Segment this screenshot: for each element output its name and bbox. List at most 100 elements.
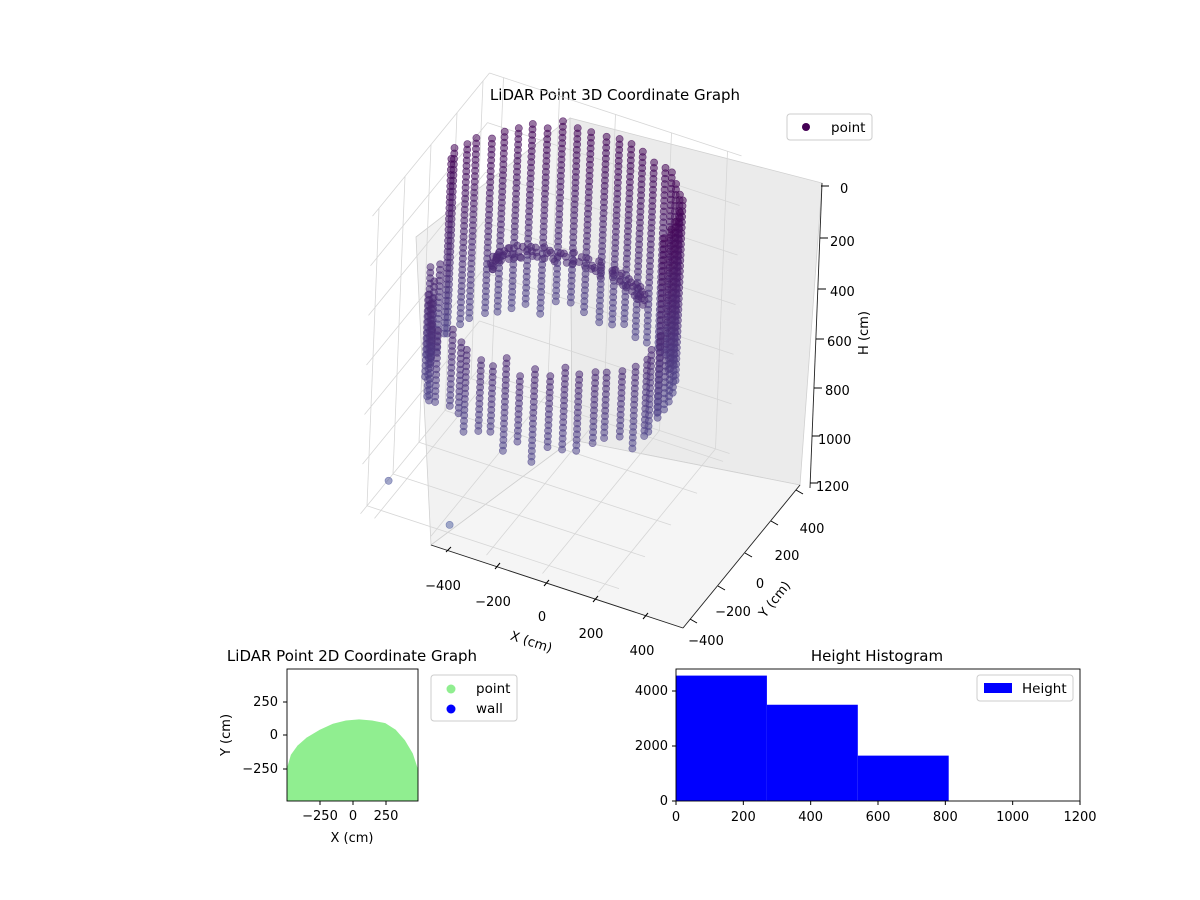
y-axis-line (682, 484, 801, 629)
x-tick-label: 0 (538, 610, 546, 625)
legend-label-point: point (831, 120, 865, 136)
data-point (596, 272, 605, 280)
legend-marker-point (446, 684, 456, 694)
grid-line (489, 72, 742, 157)
x-ticks-2d: −250 0 250 X (cm) (302, 801, 398, 846)
data-point (595, 318, 604, 327)
y-tick-label: 4000 (635, 684, 668, 699)
x-tick-label: 200 (731, 810, 756, 825)
point-cloud-2d (287, 719, 418, 801)
data-point (527, 457, 536, 466)
data-point (631, 333, 640, 342)
data-point (562, 258, 571, 267)
legend-label-wall: wall (476, 701, 503, 717)
data-point (474, 427, 483, 435)
y-axis-label-2d: Y (cm) (219, 714, 234, 757)
histogram-bar (766, 704, 858, 801)
histogram-y-ticks: 0 2000 4000 (635, 684, 676, 809)
chart-3d: LiDAR Point 3D Coordinate Graph −400 −20… (360, 72, 873, 659)
z-tick-label: 1000 (818, 433, 851, 448)
data-point (608, 320, 616, 329)
y-tick-label: 400 (800, 522, 825, 537)
histogram-bars (676, 675, 949, 801)
x-axis-label-2d: X (cm) (331, 831, 374, 846)
histogram-bar (676, 675, 767, 801)
x-tick-label: 400 (798, 810, 823, 825)
data-point (556, 249, 565, 258)
data-point (558, 445, 566, 454)
data-point (517, 253, 525, 262)
y-tick-label: 0 (660, 794, 668, 809)
z-tick-label: 600 (827, 335, 852, 350)
x-tick-label: −400 (425, 579, 461, 594)
data-point (569, 256, 578, 265)
data-point (572, 446, 581, 455)
legend-marker-wall (446, 704, 456, 714)
data-point (550, 257, 559, 266)
legend-label-height: Height (1022, 681, 1067, 697)
z-tick-label: 800 (825, 384, 850, 399)
data-point (445, 521, 454, 529)
x-tick-label: 200 (579, 627, 604, 642)
z-axis-line (809, 182, 823, 489)
data-point (615, 432, 624, 441)
data-point (507, 304, 516, 313)
grid-line (542, 430, 660, 574)
data-point (445, 401, 454, 410)
data-point (616, 276, 625, 285)
data-point (493, 307, 502, 316)
x-tick-label: 600 (866, 810, 891, 825)
data-point (653, 413, 662, 422)
x-tick-label: 1000 (996, 810, 1029, 825)
data-point (521, 300, 530, 308)
z-tick-label: 0 (840, 182, 848, 197)
data-point (486, 427, 495, 436)
data-point (513, 437, 522, 446)
y-tick-label: −400 (688, 634, 724, 649)
x-tick-label: 800 (933, 810, 958, 825)
z-axis-label-3d: H (cm) (857, 311, 872, 355)
x-tick-label: 250 (374, 809, 399, 824)
data-point (536, 309, 545, 318)
data-point (617, 269, 626, 278)
x-tick-label: −250 (302, 809, 338, 824)
data-point (584, 255, 593, 264)
data-point (566, 298, 575, 307)
legend-label-point: point (476, 681, 510, 697)
data-point (540, 254, 549, 263)
grid-line (479, 320, 732, 405)
data-point (640, 290, 649, 299)
grid-line (444, 410, 698, 494)
legend-marker-point (802, 123, 810, 131)
data-point (459, 427, 468, 436)
data-point (489, 262, 498, 271)
y-tick-label: 2000 (635, 739, 668, 754)
x-tick-label: −200 (475, 595, 511, 610)
data-point (580, 308, 588, 317)
data-point (600, 434, 608, 442)
legend-2d: point wall (430, 674, 518, 722)
chart-3d-title: LiDAR Point 3D Coordinate Graph (490, 86, 740, 104)
y-ticks-2d: 250 0 −250 Y (cm) (219, 695, 287, 777)
data-point (498, 446, 507, 455)
chart-histogram: Height Histogram 0 200 400 600 800 1000 1200 0… (635, 647, 1097, 825)
x-tick-label: 0 (672, 810, 680, 825)
data-point (628, 444, 637, 453)
legend-marker-height (984, 683, 1012, 693)
grid-line (418, 441, 672, 526)
data-point (551, 297, 560, 306)
x-tick-label: 1200 (1063, 810, 1096, 825)
y-tick-label: −250 (242, 762, 278, 777)
z-ticks-3d: 0 200 400 600 800 1000 1200 H (cm) (810, 182, 872, 495)
data-point (620, 320, 629, 328)
y-tick-label: 0 (756, 577, 764, 592)
histogram-bar (857, 755, 949, 801)
grid-line (372, 72, 490, 217)
y-tick-label: 200 (775, 549, 800, 564)
y-tick-label: 250 (253, 695, 278, 710)
legend-3d: point (786, 113, 873, 141)
z-tick-label: 1200 (816, 480, 849, 495)
x-axis-label-3d: X (cm) (508, 629, 554, 657)
histogram-x-ticks: 0 200 400 600 800 1000 1200 (672, 801, 1097, 825)
data-point (431, 398, 439, 406)
